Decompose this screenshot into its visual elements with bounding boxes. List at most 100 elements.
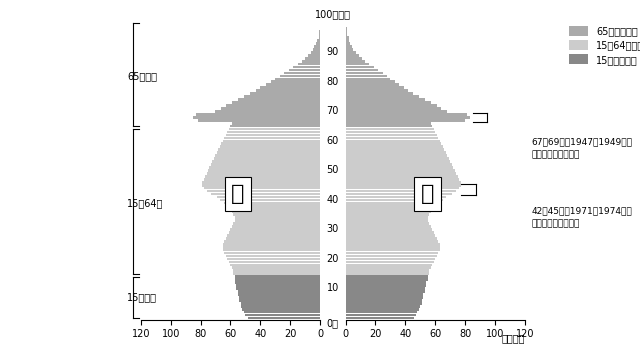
Bar — [346, 290, 425, 293]
Bar — [346, 60, 365, 62]
Bar — [312, 48, 320, 51]
Bar — [250, 92, 320, 95]
Bar — [218, 148, 320, 151]
Bar — [236, 284, 320, 287]
Bar — [346, 140, 440, 142]
Bar — [241, 302, 320, 305]
Bar — [346, 51, 356, 54]
Bar — [346, 228, 432, 231]
Bar — [205, 175, 320, 178]
Bar — [346, 193, 452, 195]
Bar — [346, 237, 436, 240]
Bar — [346, 113, 467, 116]
Bar — [346, 281, 426, 284]
Bar — [275, 77, 320, 80]
Bar — [232, 122, 320, 125]
Bar — [235, 275, 320, 278]
Bar — [308, 54, 320, 56]
Bar — [234, 269, 320, 272]
Bar — [346, 198, 443, 201]
Text: 90: 90 — [326, 47, 339, 57]
Bar — [346, 187, 459, 190]
Bar — [229, 261, 320, 263]
Bar — [346, 107, 441, 110]
Bar — [346, 278, 428, 281]
Bar — [260, 86, 320, 89]
Bar — [319, 36, 320, 39]
Bar — [204, 178, 320, 181]
Bar — [346, 69, 378, 71]
Bar — [346, 267, 431, 269]
Bar — [346, 86, 404, 89]
Bar — [226, 104, 320, 107]
Bar — [289, 69, 320, 71]
Bar — [346, 255, 436, 257]
Bar — [207, 172, 320, 175]
Bar — [220, 146, 320, 148]
Bar — [239, 296, 320, 299]
Bar — [316, 42, 320, 45]
Bar — [209, 166, 320, 169]
Bar — [346, 275, 428, 278]
Bar — [211, 193, 320, 195]
Text: 第２次ベビーブーム: 第２次ベビーブーム — [531, 219, 580, 228]
Bar — [346, 305, 420, 307]
Bar — [346, 213, 429, 216]
Bar — [227, 234, 320, 237]
Bar — [225, 137, 320, 139]
Bar — [238, 293, 320, 296]
Bar — [346, 110, 447, 113]
Text: 女: 女 — [421, 184, 435, 204]
Bar — [225, 252, 320, 255]
Bar — [216, 110, 320, 113]
Bar — [346, 125, 432, 127]
Bar — [223, 243, 320, 246]
Bar — [235, 281, 320, 284]
Bar — [346, 122, 431, 125]
Bar — [346, 66, 374, 69]
Bar — [346, 196, 445, 198]
Text: 15～64歳: 15～64歳 — [127, 198, 164, 208]
Bar — [319, 33, 320, 36]
Bar — [346, 272, 429, 275]
Bar — [346, 72, 383, 74]
Bar — [202, 181, 320, 184]
Bar — [346, 83, 399, 86]
Bar — [346, 207, 432, 210]
Bar — [346, 249, 440, 251]
Bar — [346, 154, 447, 157]
Bar — [346, 222, 429, 225]
Bar — [234, 272, 320, 275]
Bar — [346, 57, 362, 60]
Bar — [202, 184, 320, 186]
Bar — [229, 128, 320, 130]
Bar — [346, 89, 408, 92]
Bar — [235, 216, 320, 219]
Bar — [346, 119, 465, 121]
Bar — [244, 95, 320, 98]
Bar — [346, 30, 347, 33]
Text: 67～69歳：1947～1949年の: 67～69歳：1947～1949年の — [531, 137, 632, 147]
Legend: 65歳以上人口, 15～64歳人口, 15歳未満人口: 65歳以上人口, 15～64歳人口, 15歳未満人口 — [569, 26, 640, 65]
Text: 60: 60 — [326, 136, 339, 146]
Bar — [346, 231, 434, 234]
Bar — [230, 263, 320, 266]
Bar — [346, 240, 438, 242]
Bar — [256, 89, 320, 92]
Bar — [346, 137, 438, 139]
Bar — [226, 237, 320, 240]
Bar — [346, 104, 436, 107]
Bar — [346, 302, 422, 305]
Bar — [346, 284, 426, 287]
Bar — [244, 311, 320, 313]
Bar — [346, 128, 434, 130]
Bar — [227, 258, 320, 260]
Bar — [193, 116, 320, 119]
Bar — [226, 133, 320, 136]
Bar — [346, 81, 395, 83]
Text: 40: 40 — [326, 195, 339, 205]
Bar — [239, 299, 320, 302]
Bar — [346, 54, 359, 56]
Bar — [346, 246, 440, 248]
Bar — [311, 51, 320, 54]
